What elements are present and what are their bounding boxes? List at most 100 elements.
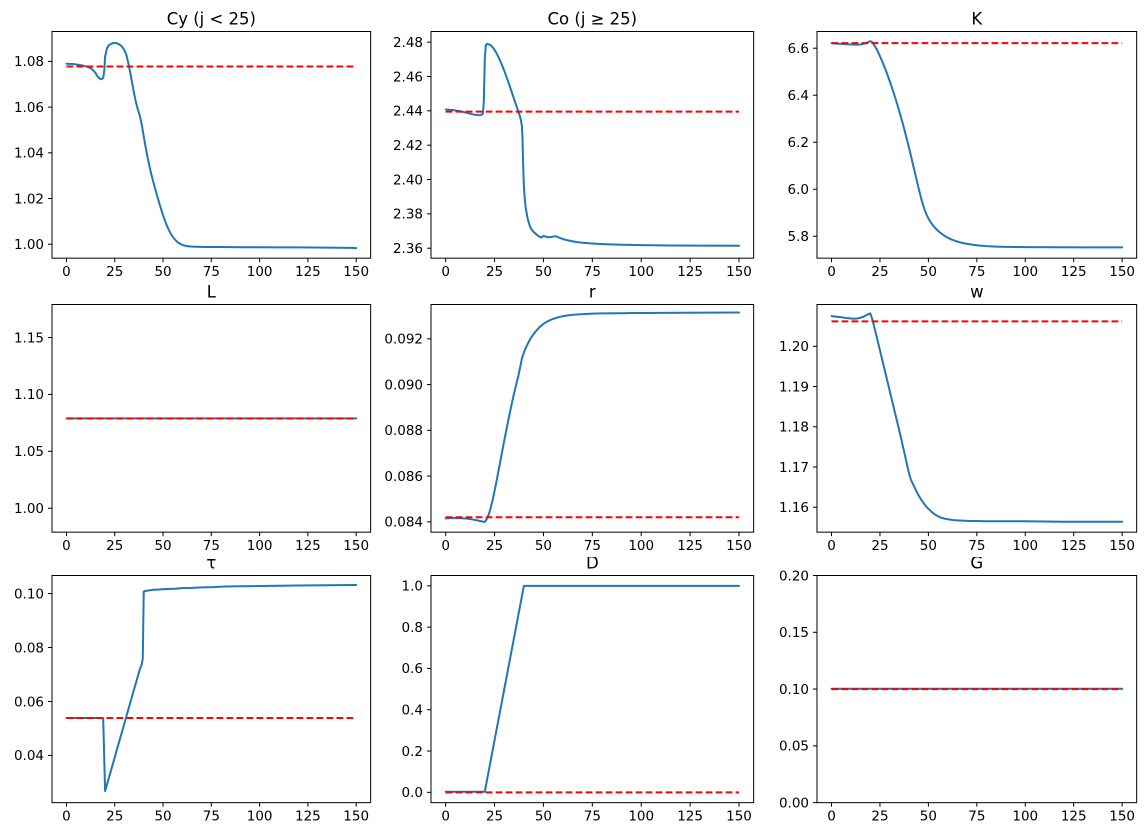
series-line-tau xyxy=(65,584,358,793)
y-tick-label: 2.40 xyxy=(393,172,423,188)
x-tick-label: 75 xyxy=(969,809,986,825)
subplot-title-tau: τ xyxy=(206,557,216,572)
subplot-d: 0 25 50 75 100 125 150 0.0 0.2 0.4 0.6 0.8 1.0 D xyxy=(382,557,764,836)
x-tick-label: 75 xyxy=(969,264,986,278)
subplot-title-k: K xyxy=(972,9,984,28)
x-tick-label: 50 xyxy=(535,264,552,278)
y-tick-label: 0.6 xyxy=(401,662,422,678)
y-tick-label: 0.10 xyxy=(14,587,44,603)
y-tick-label: 0.04 xyxy=(14,749,44,765)
y-tick-label: 1.19 xyxy=(779,379,809,395)
x-tick-label: 125 xyxy=(1061,538,1087,554)
y-tick-label: 1.05 xyxy=(14,444,44,460)
x-tick-label: 75 xyxy=(203,809,220,825)
x-tick-label: 100 xyxy=(1013,538,1039,554)
x-tick-label: 100 xyxy=(628,809,654,825)
x-tick-label: 25 xyxy=(106,809,123,825)
subplot-title-l: L xyxy=(207,282,217,301)
x-tick-label: 50 xyxy=(920,264,937,278)
subplot-r: 0 25 50 75 100 125 150 0.084 0.086 0.088 0.090 0.09… xyxy=(382,279,764,558)
subplot-title-cy: Cy (j < 25) xyxy=(167,9,256,28)
y-tick-label: 1.02 xyxy=(14,191,44,207)
subplot-title-g: G xyxy=(971,557,984,572)
x-tick-label: 100 xyxy=(247,538,273,554)
y-tick-label: 1.20 xyxy=(779,339,809,355)
y-tick-label: 2.44 xyxy=(393,104,423,120)
x-tick-label: 125 xyxy=(1061,264,1087,278)
plot-svg-r: 0 25 50 75 100 125 150 0.084 0.086 0.088 0.090 0.09… xyxy=(384,282,754,554)
y-tick-label: 6.0 xyxy=(788,182,809,198)
subplot-l: 0 25 50 75 100 125 150 1.00 1.05 1.10 1.15 L xyxy=(0,279,382,558)
series-line-r xyxy=(444,311,740,523)
x-tick-label: 125 xyxy=(677,809,703,825)
subplot-g: 0 25 50 75 100 125 150 0.00 0.05 0.10 0.15 0.20 G xyxy=(763,557,1145,836)
y-tick-label: 2.36 xyxy=(393,241,423,257)
subplot-title-r: r xyxy=(589,282,596,301)
x-tick-label: 100 xyxy=(247,809,273,825)
subplot-k: 0 25 50 75 100 125 150 5.8 6.0 6.2 6.4 6.6 K xyxy=(763,0,1145,279)
plot-svg-co: 0 25 50 75 100 125 150 2.36 2.38 2.40 2.42 2.44 2.46… xyxy=(393,9,754,279)
subplot-title-w: w xyxy=(970,282,983,301)
x-tick-label: 150 xyxy=(1110,264,1136,278)
y-tick-label: 2.38 xyxy=(393,207,423,223)
y-tick-label: 0.086 xyxy=(384,469,423,485)
y-tick-label: 1.00 xyxy=(14,501,44,517)
plot-svg-g: 0 25 50 75 100 125 150 0.00 0.05 0.10 0.15 0.20 G xyxy=(779,557,1138,825)
y-tick-label: 5.8 xyxy=(788,229,809,245)
x-tick-label: 50 xyxy=(154,538,171,554)
x-tick-label: 100 xyxy=(628,538,654,554)
axes-spines-w xyxy=(816,303,1138,533)
series-line-w xyxy=(830,312,1124,523)
y-tick-label: 2.48 xyxy=(393,35,423,51)
y-tick-label: 0.8 xyxy=(401,620,422,636)
y-tick-label: 0.08 xyxy=(14,641,44,657)
axes-spines-r xyxy=(430,303,754,533)
x-tick-label: 25 xyxy=(872,809,889,825)
y-tick-label: 0.088 xyxy=(384,423,423,439)
x-tick-label: 0 xyxy=(828,538,837,554)
plot-svg-tau: 0 25 50 75 100 125 150 0.04 0.06 0.08 0.10 τ xyxy=(14,557,372,825)
x-tick-label: 0 xyxy=(441,809,450,825)
plot-svg-d: 0 25 50 75 100 125 150 0.0 0.2 0.4 0.6 0.8 1.0 D xyxy=(401,557,754,825)
y-tick-label: 0.092 xyxy=(384,331,423,347)
x-tick-label: 50 xyxy=(154,809,171,825)
subplot-title-co: Co (j ≥ 25) xyxy=(547,9,637,28)
y-tick-label: 2.42 xyxy=(393,138,423,154)
y-tick-label: 1.08 xyxy=(14,54,44,70)
x-tick-label: 0 xyxy=(62,264,71,278)
y-tick-label: 1.06 xyxy=(14,100,44,116)
x-tick-label: 100 xyxy=(1013,264,1039,278)
y-tick-label: 1.18 xyxy=(779,419,809,435)
axes-spines-k xyxy=(816,30,1138,259)
plot-svg-k: 0 25 50 75 100 125 150 5.8 6.0 6.2 6.4 6.6 K xyxy=(788,9,1138,279)
plot-svg-cy: 0 25 50 75 100 125 150 1.00 1.02 1.04 1.06 1.08 Cy (… xyxy=(14,9,372,279)
y-tick-label: 6.2 xyxy=(788,135,809,151)
y-tick-label: 0.06 xyxy=(14,695,44,711)
x-tick-label: 150 xyxy=(726,809,752,825)
subplot-w: 0 25 50 75 100 125 150 1.16 1.17 1.18 1.19 1.20 w xyxy=(763,279,1145,558)
x-tick-label: 125 xyxy=(677,264,703,278)
x-tick-label: 125 xyxy=(1061,809,1087,825)
x-tick-label: 0 xyxy=(441,538,450,554)
y-tick-label: 1.10 xyxy=(14,387,44,403)
y-tick-label: 1.04 xyxy=(14,146,44,162)
axes-spines-d xyxy=(430,575,754,804)
x-tick-label: 0 xyxy=(441,264,450,278)
x-tick-label: 50 xyxy=(535,538,552,554)
x-tick-label: 25 xyxy=(486,809,503,825)
y-tick-label: 0.15 xyxy=(779,625,809,641)
x-tick-label: 150 xyxy=(343,264,369,278)
series-line-d xyxy=(444,585,740,794)
x-tick-label: 0 xyxy=(62,809,71,825)
y-tick-label: 0.20 xyxy=(779,569,809,585)
x-tick-label: 25 xyxy=(486,538,503,554)
series-line-k xyxy=(830,40,1124,249)
x-tick-label: 125 xyxy=(295,264,321,278)
x-tick-label: 75 xyxy=(203,264,220,278)
y-tick-label: 0.090 xyxy=(384,377,423,393)
x-tick-label: 50 xyxy=(920,809,937,825)
y-tick-label: 1.0 xyxy=(401,579,422,595)
axes-spines-tau xyxy=(51,575,372,804)
y-tick-label: 0.10 xyxy=(779,682,809,698)
